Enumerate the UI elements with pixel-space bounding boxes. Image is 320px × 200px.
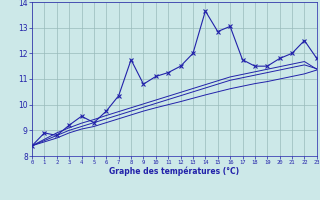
X-axis label: Graphe des températures (°C): Graphe des températures (°C) <box>109 167 239 176</box>
